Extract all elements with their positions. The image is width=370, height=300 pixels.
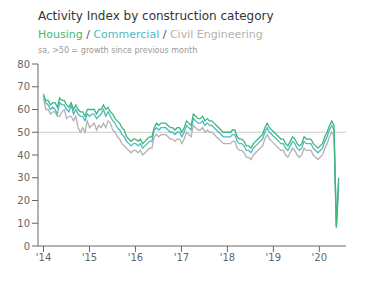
svg-text:0: 0 <box>24 241 30 252</box>
html-text:sa, >50 = growth since previou: sa, >50 = growth since previous month <box>38 46 198 55</box>
svg-text:20: 20 <box>17 195 30 206</box>
svg-text:'16: '16 <box>128 252 143 263</box>
svg-text:10: 10 <box>17 218 30 229</box>
svg-text:30: 30 <box>17 172 30 183</box>
svg-text:60: 60 <box>17 104 30 115</box>
svg-text:'14: '14 <box>36 252 51 263</box>
svg-text:80: 80 <box>17 59 30 70</box>
svg-text:'19: '19 <box>266 252 281 263</box>
svg-text:'18: '18 <box>220 252 235 263</box>
svg-text:50: 50 <box>17 127 30 138</box>
svg-text:'17: '17 <box>174 252 189 263</box>
html-text:Housing / Commercial / Civil E: Housing / Commercial / Civil Engineering <box>38 28 263 41</box>
svg-text:40: 40 <box>17 150 30 161</box>
svg-text:'20: '20 <box>312 252 327 263</box>
svg-text:'15: '15 <box>82 252 97 263</box>
svg-text:70: 70 <box>17 81 30 92</box>
html-text:Activity Index by construction: Activity Index by construction category <box>38 9 274 23</box>
